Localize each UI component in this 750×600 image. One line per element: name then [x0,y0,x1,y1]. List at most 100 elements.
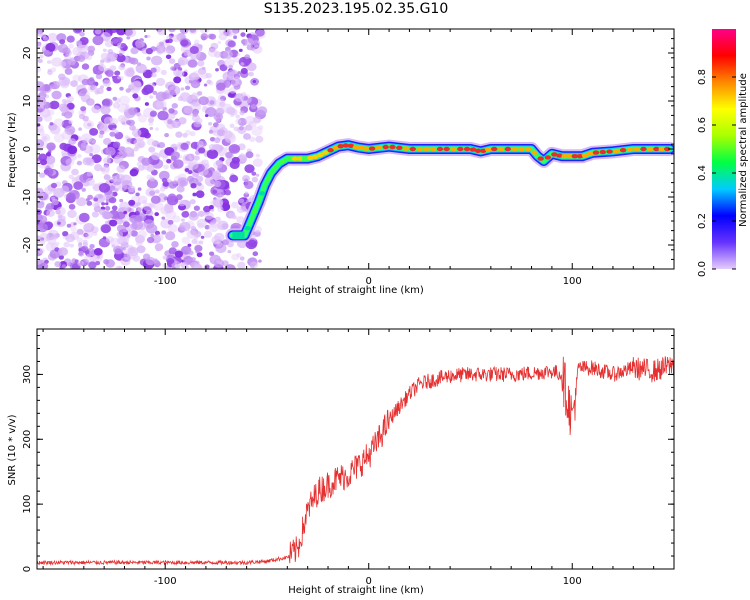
noise-blob [258,125,264,130]
ridge-peak [347,143,355,148]
noise-blob [168,58,176,64]
noise-blob [228,212,236,219]
noise-blob [100,59,105,64]
noise-blob [161,177,168,183]
noise-blob [194,39,200,45]
noise-blob [141,157,151,166]
noise-blob [230,78,240,87]
noise-blob [58,254,64,260]
noise-blob [167,224,178,233]
noise-blob [105,202,109,206]
spectrogram-x-axis: -100 0 100 [42,29,655,287]
noise-blob [187,160,199,170]
noise-blob [197,60,205,67]
noise-blob [170,151,181,160]
noise-blob [93,197,99,202]
noise-blob [55,209,61,215]
noise-blob [167,258,175,265]
noise-blob [167,193,177,201]
noise-blob [85,54,93,61]
noise-blob [71,177,77,182]
noise-blob [204,224,210,230]
noise-blob [98,208,106,216]
noise-blob [85,198,90,202]
noise-blob [244,54,250,60]
noise-blob [255,173,260,177]
noise-blob [180,261,188,269]
noise-blob [223,88,230,95]
noise-blob [165,81,176,91]
noise-blob [244,180,254,190]
noise-blob [45,42,56,52]
noise-blob [187,153,196,160]
noise-blob [71,168,79,176]
noise-blob [118,151,123,155]
noise-blob [156,48,164,55]
noise-blob [117,115,127,123]
noise-blob [201,66,206,70]
noise-blob [224,189,231,196]
y-tick-label: -10 [22,189,33,205]
noise-blob [98,64,106,72]
ridge-peak [531,150,538,155]
ridge-peak [511,146,518,152]
noise-blob [120,43,127,48]
y-tick-label: 300 [22,365,33,384]
noise-blob [106,52,118,62]
noise-blob [49,249,61,259]
noise-blob [255,29,265,37]
noise-blob [94,164,103,172]
noise-blob [179,221,191,232]
noise-blob [171,34,181,43]
noise-blob [229,123,235,128]
noise-blob [37,43,42,48]
noise-blob [203,266,208,269]
noise-blob [87,50,95,56]
noise-blob [213,258,225,268]
noise-blob [109,65,117,72]
noise-blob [172,266,176,269]
ridge-peak [469,147,477,152]
ridge-peak [613,148,620,154]
noise-blob [49,122,54,126]
noise-blob [37,222,48,233]
noise-blob [181,218,185,222]
ridge-peak [307,155,314,161]
noise-blob [89,153,93,157]
noise-blob [203,205,211,213]
noise-blob [251,171,257,176]
ridge-peak [312,154,319,159]
noise-blob [54,247,60,252]
noise-blob [112,141,121,148]
noise-blob [239,256,245,261]
noise-blob [98,134,104,139]
noise-blob [82,115,89,122]
noise-blob [205,72,212,79]
noise-blob [101,165,110,173]
noise-blob [165,45,176,54]
noise-blob [109,219,118,227]
ridge-peak [537,156,544,161]
noise-blob [165,54,172,60]
y-tick-label: 10 [22,95,33,108]
noise-blob [132,93,139,99]
colorbar-tick-label: 0.8 [697,69,708,85]
noise-blob [149,126,154,131]
noise-blob [70,226,77,232]
noise-blob [190,79,201,89]
ridge-peak [337,144,344,149]
noise-blob [123,221,130,228]
noise-blob [228,91,237,98]
ridge-peak [524,146,532,152]
colorbar-tick-label: 0.0 [697,261,708,277]
noise-blob [157,110,169,121]
ridge-peak [551,152,558,157]
noise-blob [191,70,202,80]
noise-blob [86,171,93,177]
noise-blob [73,222,77,226]
noise-blob [46,203,54,210]
noise-blob [222,50,233,59]
noise-blob [188,250,194,255]
noise-blob [150,110,157,117]
noise-blob [192,192,197,197]
